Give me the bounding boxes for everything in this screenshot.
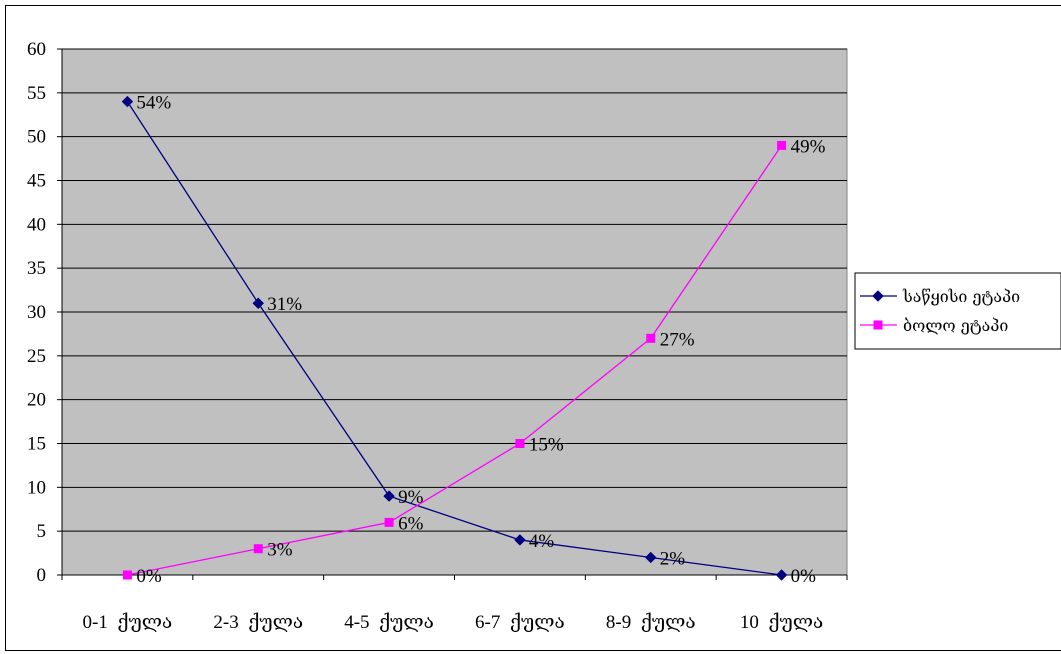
data-label: 54%: [136, 93, 171, 114]
legend-marker-2: [873, 320, 883, 330]
data-label: 4%: [529, 531, 555, 552]
legend-entry-2: ბოლო ეტაპი: [903, 316, 1008, 335]
y-tick-label: 45: [27, 171, 46, 192]
series-line-2: [127, 145, 783, 576]
y-tick-label: 5: [37, 521, 47, 542]
data-label: 49%: [791, 136, 826, 157]
data-label: 9%: [398, 487, 424, 508]
x-tick-label: 8-9 ქულა: [606, 612, 696, 633]
data-label: 6%: [398, 513, 424, 534]
legend-entry-1: საწყისი ეტაპი: [902, 287, 1020, 306]
legend-marker-1: [872, 290, 884, 302]
series-1-point: [514, 534, 526, 546]
y-tick-label: 25: [27, 346, 46, 367]
y-tick-label: 30: [27, 302, 46, 323]
y-tick-label: 10: [27, 477, 46, 498]
series-1-point: [775, 569, 788, 581]
data-label: 3%: [267, 540, 293, 561]
series-1-point: [121, 95, 134, 108]
y-tick-label: 40: [27, 214, 46, 235]
data-label: 0%: [791, 566, 817, 587]
data-label: 2%: [660, 548, 686, 569]
series-2-point: [515, 439, 525, 448]
x-tick-label: 2-3 ქულა: [213, 612, 303, 633]
y-tick-label: 55: [27, 83, 46, 104]
series-2-point: [253, 544, 263, 554]
x-tick-label: 4-5 ქულა: [344, 612, 434, 633]
series-1-point: [252, 297, 264, 309]
y-tick-label: 20: [27, 390, 46, 411]
series-2-point: [384, 517, 394, 527]
series-2-point: [777, 140, 787, 150]
series-1-point: [383, 490, 395, 502]
data-label: 27%: [660, 329, 695, 350]
y-tick-label: 15: [27, 434, 46, 455]
y-tick-label: 60: [27, 39, 46, 60]
x-tick-label: 10 ქულა: [740, 612, 823, 633]
data-label: 15%: [529, 435, 564, 456]
series-1-point: [645, 551, 657, 564]
data-label: 31%: [267, 294, 302, 315]
series-line-1: [126, 101, 782, 576]
y-tick-label: 50: [27, 127, 46, 148]
x-tick-label: 6-7 ქულა: [475, 612, 565, 633]
legend-box: [854, 272, 1061, 350]
y-tick-label: 35: [27, 258, 46, 279]
y-tick-label: 0: [37, 565, 47, 586]
x-tick-label: 0-1 ქულა: [83, 612, 173, 633]
series-2-point: [122, 570, 132, 580]
series-2-point: [646, 333, 656, 343]
data-label: 0%: [136, 566, 162, 587]
